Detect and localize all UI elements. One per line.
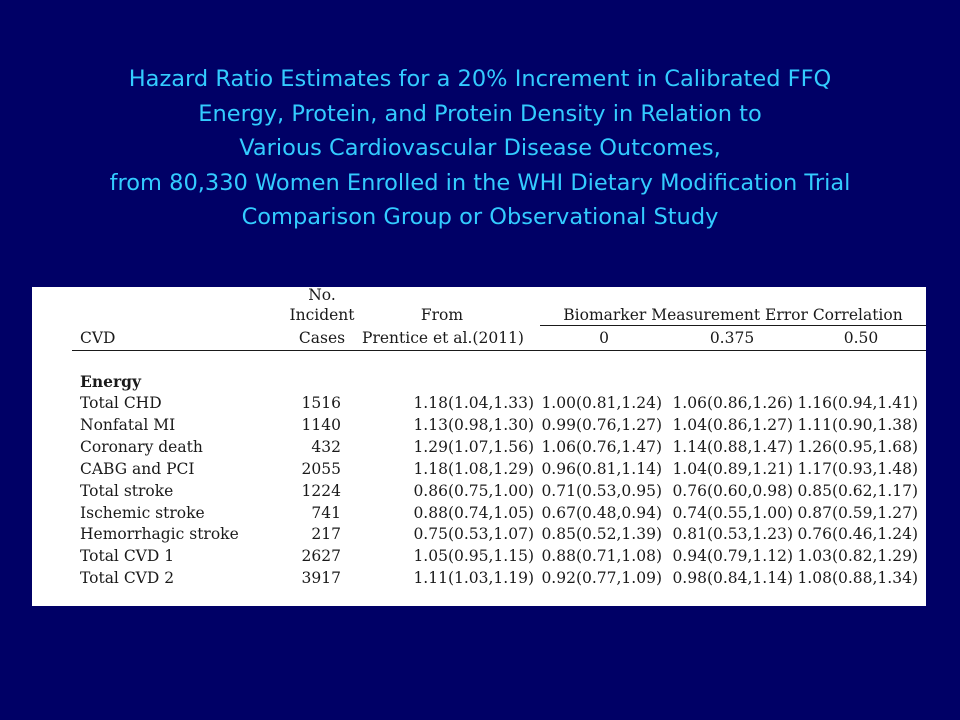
cell-corr-0: 0.99(0.76,1.27) [541, 415, 662, 434]
cell-corr-0: 0.92(0.77,1.09) [541, 569, 662, 588]
cell-corr-0375: 0.74(0.55,1.00) [672, 503, 793, 522]
cell-cvd: Total CVD 1 [80, 547, 175, 566]
header-from-line2: Prentice et al.(2011) [362, 329, 524, 347]
cell-corr-0375: 0.81(0.53,1.23) [672, 525, 793, 544]
header-biomarker-span: Biomarker Measurement Error Correlation [563, 306, 903, 324]
section-label-energy: Energy [80, 372, 141, 391]
cell-corr-0: 1.00(0.81,1.24) [541, 394, 662, 412]
title-line-4: from 80,330 Women Enrolled in the WHI Di… [109, 169, 851, 196]
cell-prentice: 1.13(0.98,1.30) [413, 415, 534, 434]
cell-prentice: 1.29(1.07,1.56) [413, 437, 534, 456]
hazard-ratio-table: No. Incident Cases From Prentice et al.(… [32, 287, 926, 606]
cell-corr-0: 0.71(0.53,0.95) [541, 481, 662, 500]
cell-cases: 3917 [301, 569, 341, 588]
header-cvd: CVD [80, 329, 116, 347]
cell-cases: 1224 [301, 481, 341, 500]
header-cases-line2: Incident [289, 306, 355, 324]
cell-cases: 2055 [301, 459, 341, 478]
title-line-2: Energy, Protein, and Protein Density in … [198, 100, 762, 127]
cell-corr-0375: 1.06(0.86,1.26) [672, 394, 793, 412]
cell-corr-0375: 0.94(0.79,1.12) [672, 547, 793, 566]
cell-cases: 217 [311, 525, 341, 544]
cell-corr-0: 0.85(0.52,1.39) [541, 525, 662, 544]
cell-cvd: Total CVD 2 [80, 569, 175, 588]
cell-corr-050: 1.16(0.94,1.41) [797, 394, 918, 412]
cell-cvd: Total CHD [80, 394, 162, 412]
cell-prentice: 1.18(1.08,1.29) [413, 459, 534, 478]
cell-cases: 741 [311, 503, 341, 522]
cell-corr-050: 1.08(0.88,1.34) [797, 569, 918, 588]
title-line-5: Comparison Group or Observational Study [241, 204, 719, 230]
cell-corr-050: 1.03(0.82,1.29) [797, 547, 918, 566]
cell-cvd: Hemorrhagic stroke [80, 525, 239, 544]
title-line-1: Hazard Ratio Estimates for a 20% Increme… [128, 66, 832, 92]
header-span-rule [540, 325, 926, 326]
cell-cvd: Coronary death [80, 437, 203, 456]
cell-corr-0375: 1.04(0.89,1.21) [672, 459, 793, 478]
cell-cvd: Nonfatal MI [80, 415, 176, 434]
header-corr-0: 0 [599, 329, 609, 347]
cell-corr-050: 0.87(0.59,1.27) [797, 503, 918, 522]
title-line-3: Various Cardiovascular Disease Outcomes, [239, 135, 721, 161]
cell-cvd: CABG and PCI [80, 459, 195, 478]
cell-cases: 432 [311, 437, 341, 456]
header-cases-line3: Cases [298, 329, 346, 347]
cell-cases: 2627 [301, 547, 341, 566]
header-corr-0375: 0.375 [709, 329, 755, 347]
cell-corr-0375: 1.14(0.88,1.47) [672, 437, 793, 456]
cell-corr-050: 1.26(0.95,1.68) [797, 437, 918, 456]
cell-corr-0: 0.96(0.81,1.14) [541, 459, 662, 478]
cell-prentice: 0.86(0.75,1.00) [413, 481, 534, 500]
cell-cases: 1516 [301, 394, 341, 412]
cell-corr-0: 1.06(0.76,1.47) [541, 437, 662, 456]
cell-corr-050: 0.76(0.46,1.24) [797, 525, 918, 544]
cell-prentice: 1.11(1.03,1.19) [413, 569, 534, 588]
cell-corr-050: 1.11(0.90,1.38) [797, 415, 918, 434]
cell-prentice: 1.18(1.04,1.33) [413, 394, 534, 412]
cell-cvd: Total stroke [80, 481, 174, 500]
cell-corr-0: 0.88(0.71,1.08) [541, 547, 662, 566]
header-from-line1: From [420, 306, 464, 324]
header-cases-line1: No. [308, 287, 336, 304]
cell-cvd: Ischemic stroke [80, 503, 205, 522]
cell-corr-0375: 1.04(0.86,1.27) [672, 415, 793, 434]
cell-corr-050: 1.17(0.93,1.48) [797, 459, 918, 478]
header-rule [72, 350, 926, 351]
cell-cases: 1140 [301, 415, 341, 434]
cell-corr-0375: 0.98(0.84,1.14) [672, 569, 793, 588]
slide-title: Hazard Ratio Estimates for a 20% Increme… [0, 62, 960, 235]
header-corr-050: 0.50 [843, 329, 879, 347]
cell-prentice: 1.05(0.95,1.15) [413, 547, 534, 566]
cell-prentice: 0.88(0.74,1.05) [413, 503, 534, 522]
cell-corr-050: 0.85(0.62,1.17) [797, 481, 918, 500]
cell-corr-0: 0.67(0.48,0.94) [541, 503, 662, 522]
cell-corr-0375: 0.76(0.60,0.98) [672, 481, 793, 500]
cell-prentice: 0.75(0.53,1.07) [413, 525, 534, 544]
